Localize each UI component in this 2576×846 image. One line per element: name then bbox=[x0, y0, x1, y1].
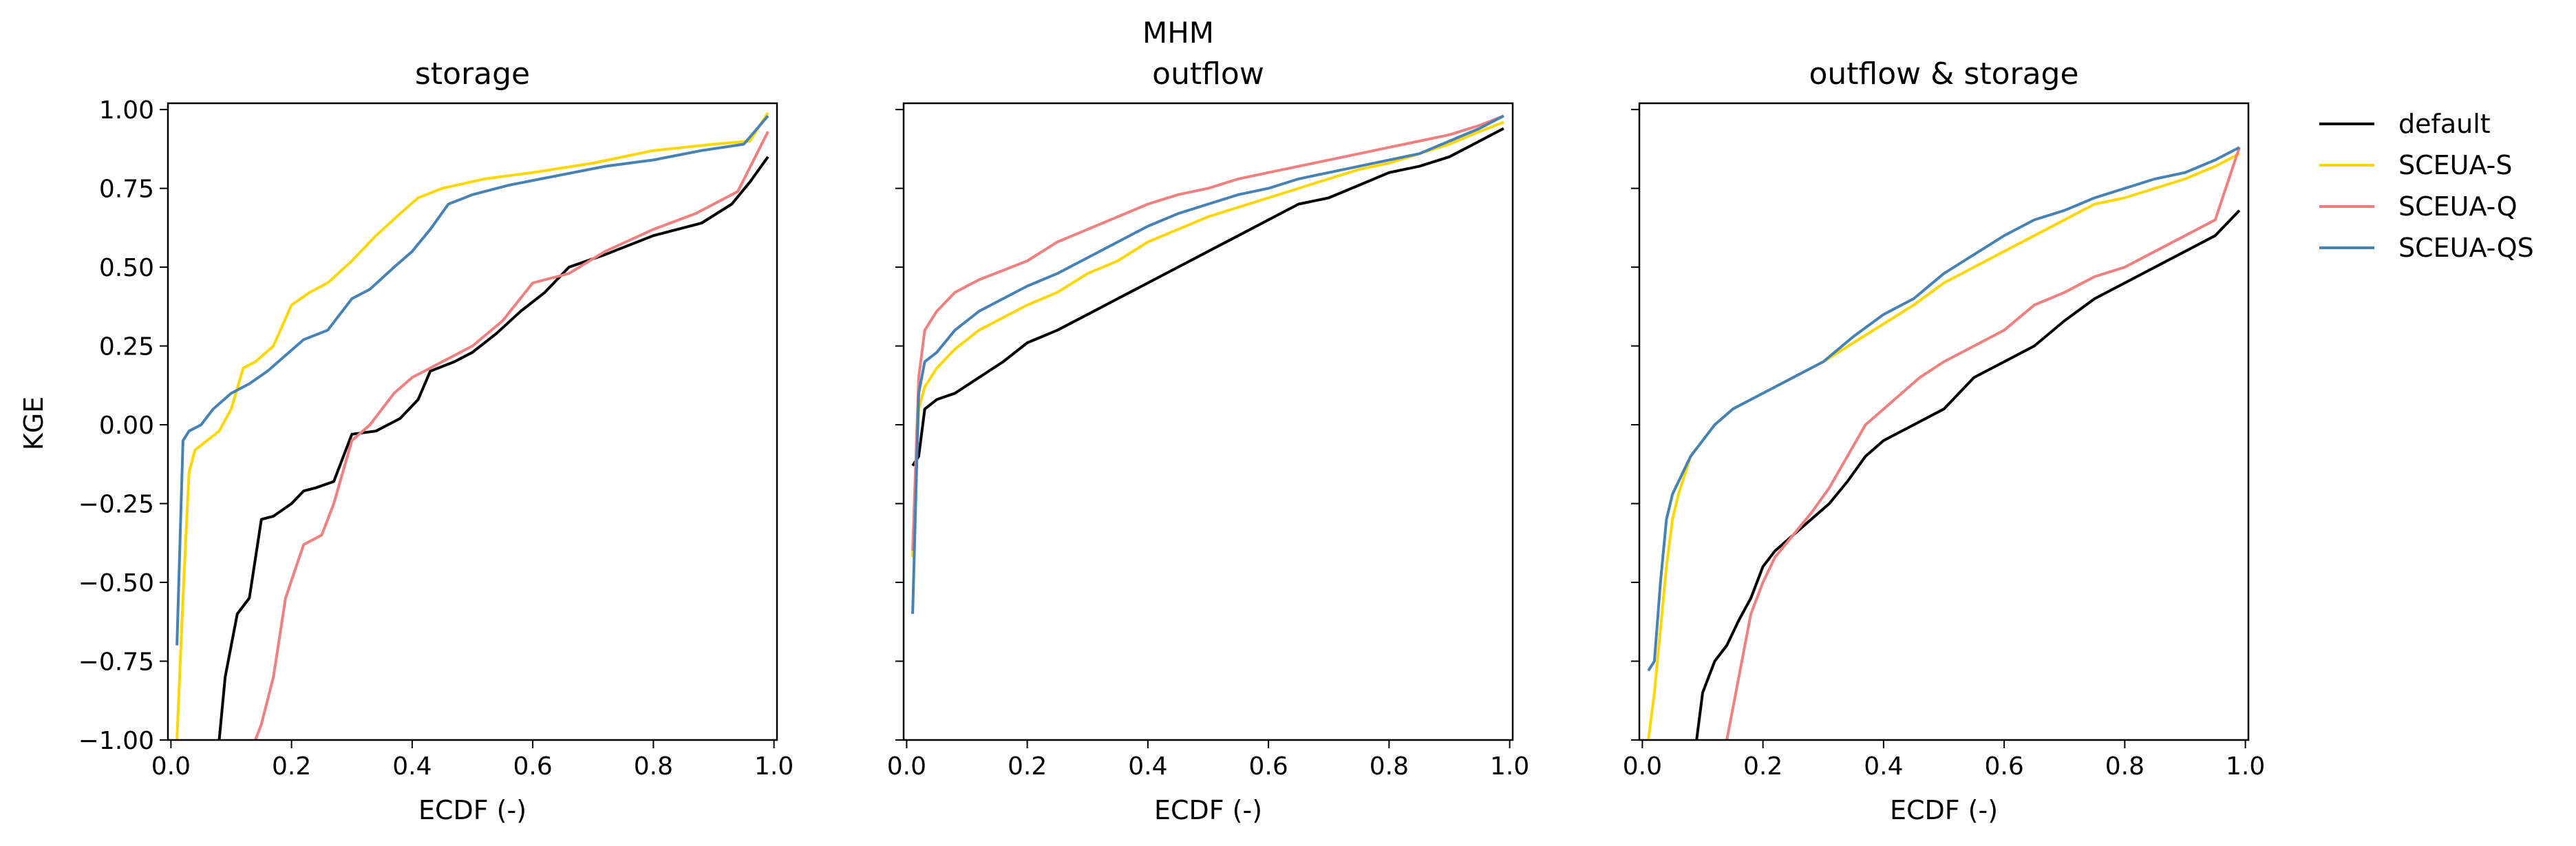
series-line-sceua-q bbox=[1725, 147, 2241, 740]
x-tick-label: 1.0 bbox=[754, 752, 794, 781]
plot-frame bbox=[1638, 102, 2250, 741]
x-axis-label: ECDF (-) bbox=[1890, 795, 1998, 825]
legend-label-sceua-qs: SCEUA-QS bbox=[2398, 233, 2534, 263]
y-tick-label: 1.00 bbox=[99, 96, 154, 125]
x-tick-label: 0.6 bbox=[1248, 752, 1288, 781]
y-tick-label: −0.25 bbox=[78, 491, 154, 519]
plot-frame bbox=[167, 102, 778, 741]
legend: default SCEUA-S SCEUA-Q SCEUA-QS bbox=[2319, 109, 2534, 263]
series-line-sceua-qs bbox=[911, 114, 1504, 614]
x-tick-label: 0.2 bbox=[272, 752, 311, 781]
panel-title: storage bbox=[415, 56, 530, 92]
series-line-sceua-s bbox=[911, 120, 1504, 558]
series-line-sceua-s bbox=[175, 112, 769, 740]
x-axis-label: ECDF (-) bbox=[1154, 795, 1262, 825]
y-tick-label: −1.00 bbox=[78, 727, 154, 755]
x-tick-label: 0.2 bbox=[1743, 752, 1782, 781]
legend-label-sceua-s: SCEUA-S bbox=[2398, 150, 2512, 180]
x-tick-label: 0.4 bbox=[392, 752, 432, 781]
y-tick-label: 0.75 bbox=[99, 176, 154, 204]
series-line-default bbox=[217, 156, 769, 740]
x-tick-label: 0.8 bbox=[1370, 752, 1409, 781]
series-line-default bbox=[1695, 209, 2241, 740]
y-tick-label: 0.25 bbox=[99, 333, 154, 361]
panel-title: outflow bbox=[1152, 56, 1264, 92]
y-tick-label: 0.00 bbox=[99, 412, 154, 440]
chart-panel-outflow-storage: outflow & storage 0.0 0.2 0.4 0.6 0.8 1.0 ECDF … bbox=[1623, 56, 2266, 825]
series-line-sceua-q bbox=[254, 131, 769, 740]
y-axis-label: KGE bbox=[19, 396, 49, 450]
x-tick-label: 0.0 bbox=[151, 752, 191, 781]
x-tick-label: 0.6 bbox=[1984, 752, 2023, 781]
chart-panel-storage: storage 0.0 0.2 0.4 0.6 0.8 1.0 1.00 0.75 0.50 0.2… bbox=[78, 56, 794, 825]
y-tick-label: −0.50 bbox=[78, 569, 154, 598]
x-axis-label: ECDF (-) bbox=[418, 795, 526, 825]
plot-frame bbox=[902, 102, 1514, 741]
x-tick-label: 0.8 bbox=[2105, 752, 2144, 781]
x-tick-label: 1.0 bbox=[1490, 752, 1529, 781]
x-tick-label: 0.8 bbox=[634, 752, 673, 781]
series-line-default bbox=[911, 127, 1504, 467]
chart-panel-outflow: outflow 0.0 0.2 0.4 0.6 0.8 1.0 ECDF (-) bbox=[887, 56, 1530, 825]
legend-label-default: default bbox=[2398, 109, 2491, 139]
panel-title: outflow & storage bbox=[1809, 56, 2078, 92]
x-tick-label: 0.4 bbox=[1128, 752, 1167, 781]
x-tick-label: 0.4 bbox=[1864, 752, 1903, 781]
x-tick-label: 1.0 bbox=[2226, 752, 2265, 781]
series-line-sceua-q bbox=[911, 114, 1504, 551]
series-line-sceua-qs bbox=[1647, 146, 2240, 672]
series-line-sceua-qs bbox=[175, 115, 769, 646]
x-tick-label: 0.2 bbox=[1008, 752, 1047, 781]
x-tick-label: 0.0 bbox=[1623, 752, 1662, 781]
legend-label-sceua-q: SCEUA-Q bbox=[2398, 191, 2518, 222]
x-tick-label: 0.6 bbox=[513, 752, 552, 781]
y-tick-label: −0.75 bbox=[78, 648, 154, 677]
figure-suptitle: MHM bbox=[1142, 16, 1214, 50]
x-tick-label: 0.0 bbox=[887, 752, 926, 781]
series-line-sceua-s bbox=[1647, 152, 2240, 740]
y-tick-label: 0.50 bbox=[99, 254, 154, 282]
